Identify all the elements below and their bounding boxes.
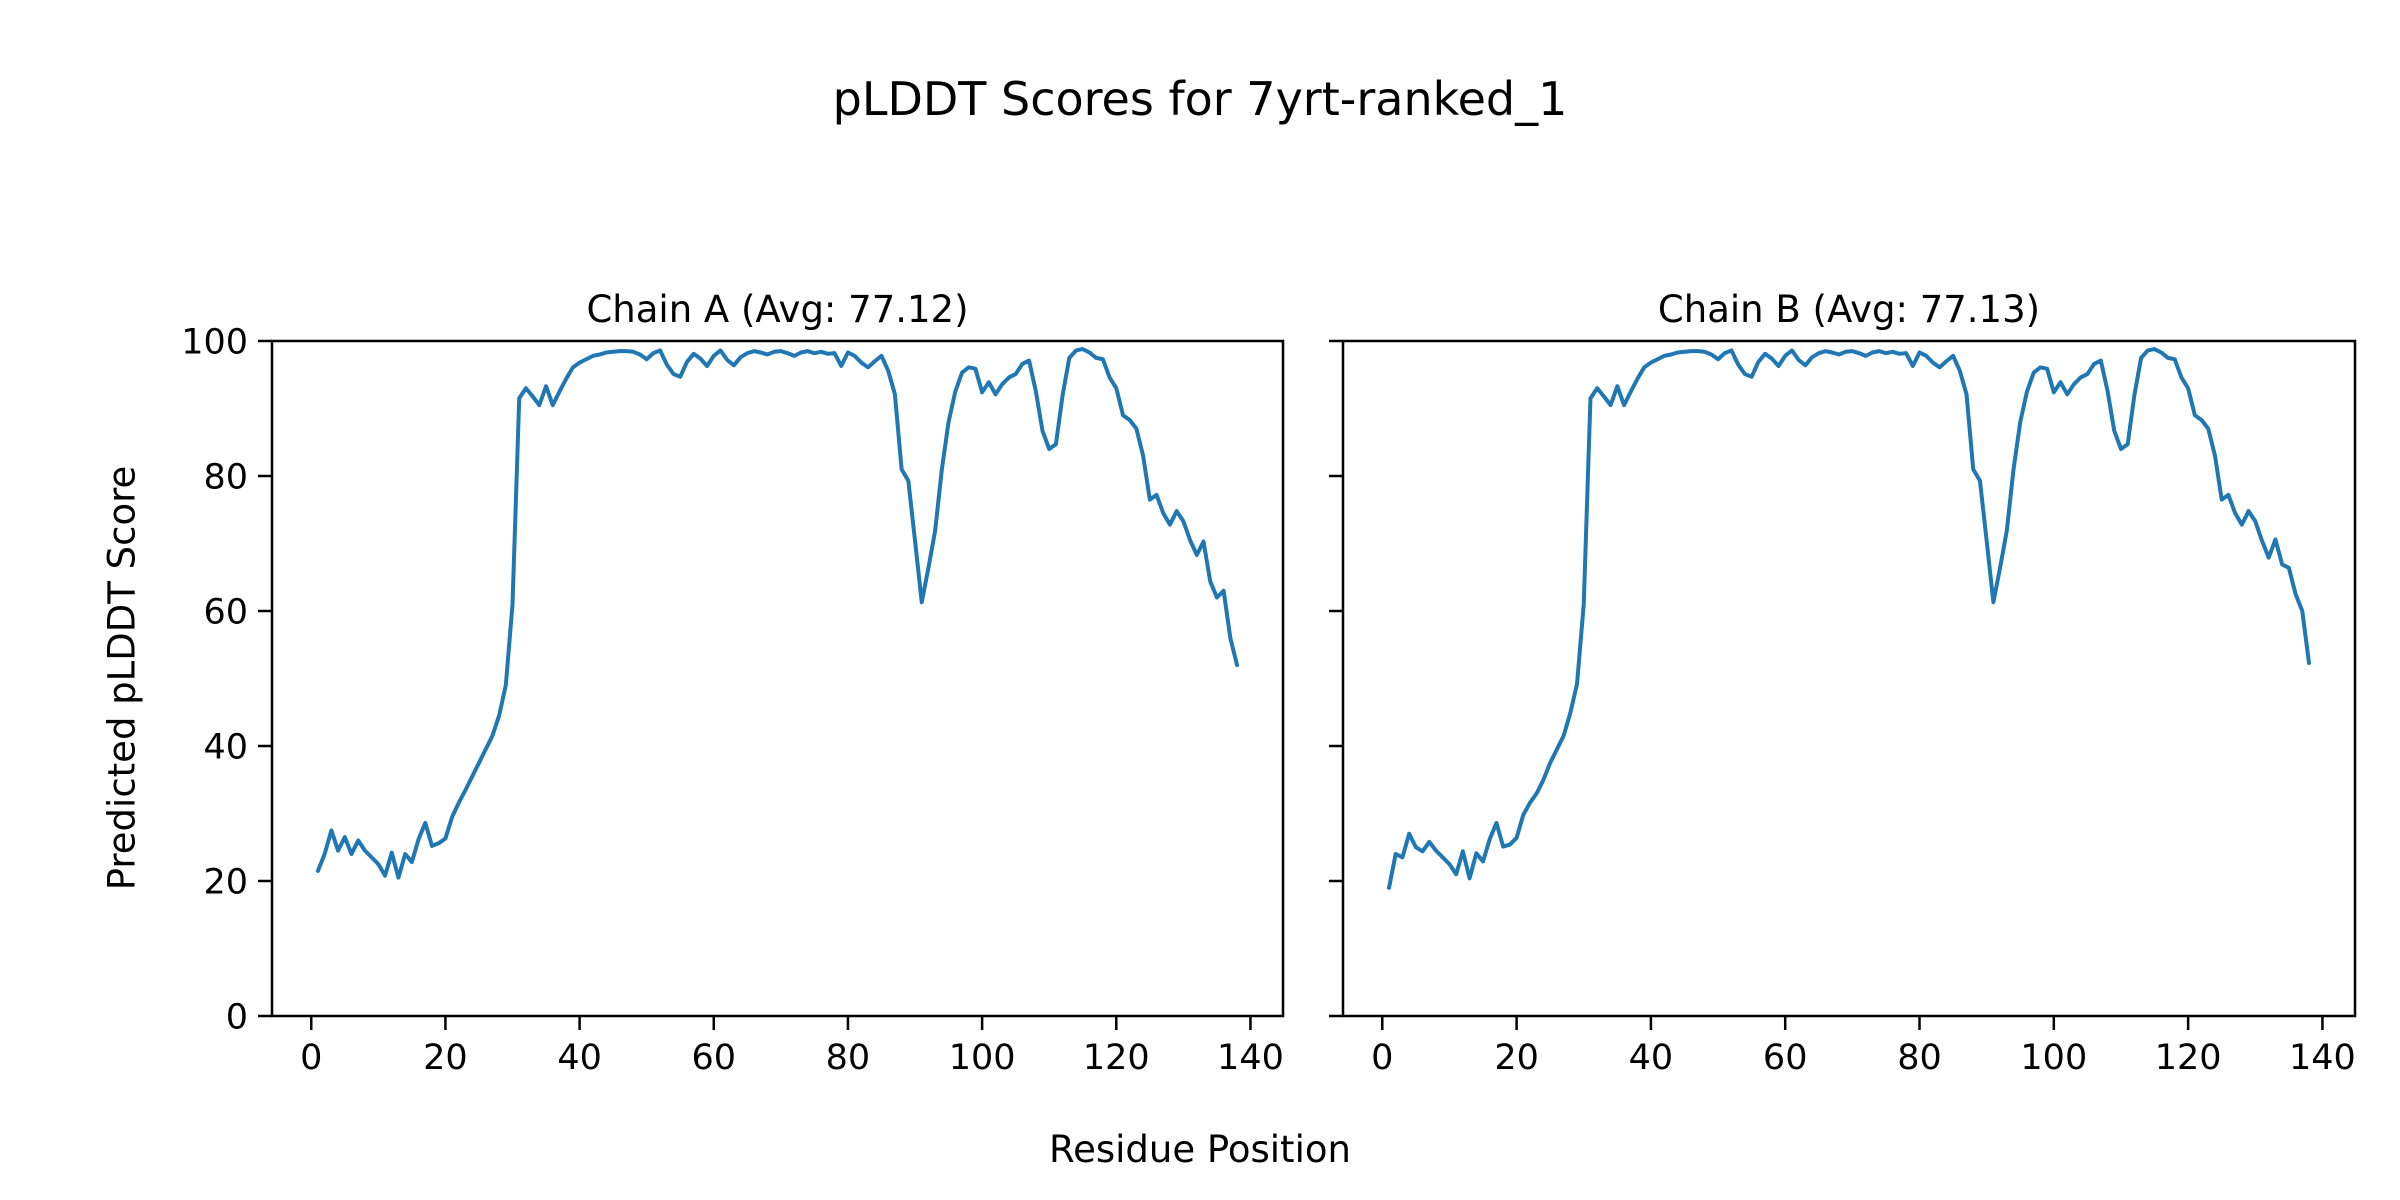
chain-b-x-tick-label: 60 (1763, 1038, 1808, 1078)
chain-a-x-tick-label: 20 (423, 1038, 468, 1078)
chain-b-x-tick-label: 80 (1897, 1038, 1942, 1078)
chain-a-y-tick-label: 60 (203, 593, 248, 633)
chain-b-x-tick-label: 100 (2020, 1038, 2087, 1078)
chain-a-subplot-title: Chain A (Avg: 77.12) (586, 288, 969, 331)
chain-a-x-tick-label: 120 (1083, 1038, 1150, 1078)
figure-title: pLDDT Scores for 7yrt-ranked_1 (832, 72, 1568, 126)
chain-a-x-tick-label: 80 (826, 1038, 871, 1078)
chain-a-y-tick-label: 0 (226, 998, 248, 1038)
chain-a-axes-spines (270, 339, 1285, 1018)
chain-a-y-tick-label: 20 (203, 863, 248, 903)
chain-a-y-tick-label: 40 (203, 728, 248, 768)
plddt-line-chain-a (315, 347, 1240, 880)
y-axis-label: Predicted pLDDT Score (100, 465, 144, 891)
chain-b-axes-spines (1341, 339, 2357, 1018)
chain-b-x-tick-label: 40 (1629, 1038, 1674, 1078)
chain-a-y-tick-label: 100 (181, 323, 248, 363)
chain-a-x-tick-label: 100 (949, 1038, 1016, 1078)
chain-b-x-tick-label: 120 (2155, 1038, 2222, 1078)
chain-a-x-tick-label: 40 (557, 1038, 602, 1078)
x-axis-label: Residue Position (1049, 1128, 1351, 1171)
chain-a-x-tick-label: 0 (300, 1038, 322, 1078)
chain-b-x-tick-label: 140 (2289, 1038, 2356, 1078)
chain-a-y-tick-label: 80 (203, 458, 248, 498)
plddt-line-chain-b (1387, 347, 2311, 890)
chain-b-x-tick-label: 20 (1494, 1038, 1539, 1078)
chain-a-x-tick-label: 60 (691, 1038, 736, 1078)
chain-b-subplot-title: Chain B (Avg: 77.13) (1657, 288, 2041, 331)
chain-b-x-tick-label: 0 (1371, 1038, 1393, 1078)
chain-a-x-tick-label: 140 (1217, 1038, 1284, 1078)
